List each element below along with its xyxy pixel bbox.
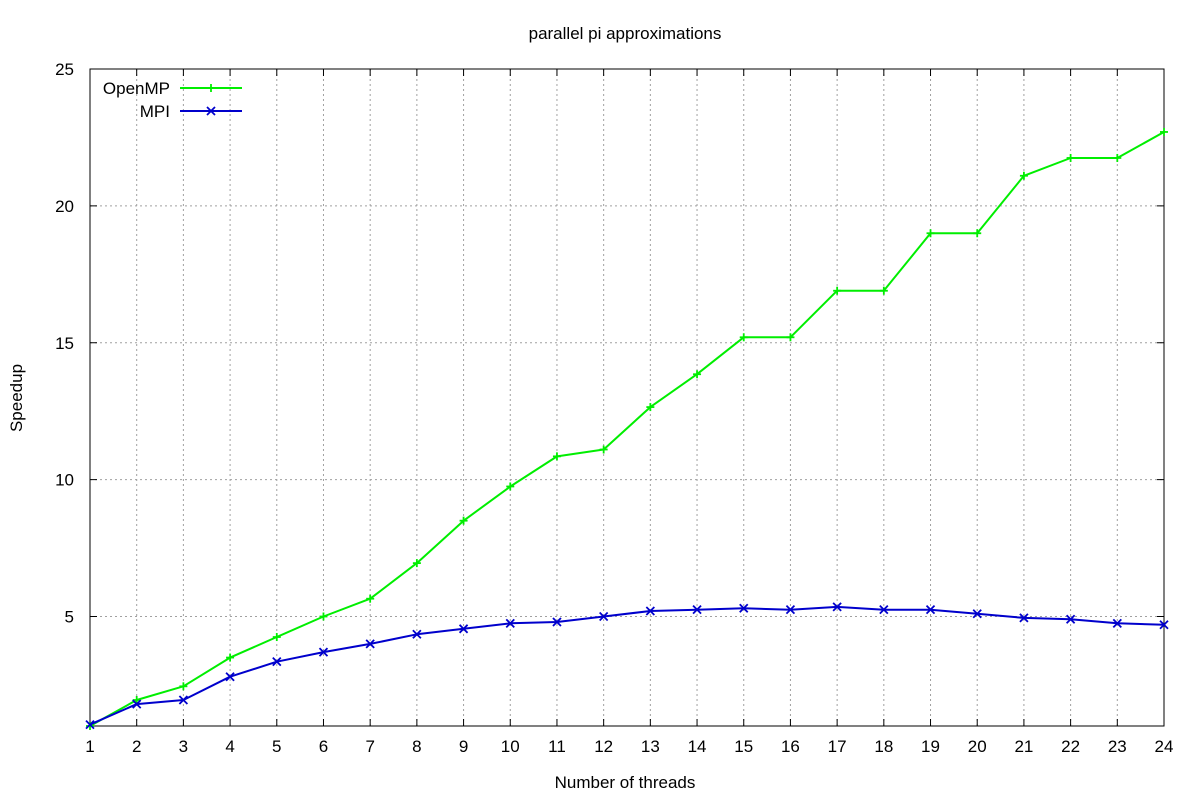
data-point-openmp xyxy=(366,594,375,603)
x-tick-label: 6 xyxy=(319,737,328,756)
data-point-mpi xyxy=(599,611,609,622)
x-tick-label: 10 xyxy=(501,737,520,756)
data-point-mpi xyxy=(318,647,329,657)
legend-item-mpi: MPI xyxy=(140,102,242,121)
y-tick-label: 10 xyxy=(55,471,74,490)
axis-ticks: 1 2 3 4 5 6 7 8 9 10 11 12 13 14 15 16 17 18 19 20 21 22 23 245… xyxy=(55,60,1173,756)
data-point-openmp xyxy=(646,403,655,412)
data-point-openmp xyxy=(879,286,888,295)
x-tick-label: 14 xyxy=(688,737,707,756)
grid xyxy=(90,69,1164,726)
series-line-openmp xyxy=(89,131,1165,727)
series-openmp xyxy=(86,127,1168,730)
data-point-mpi xyxy=(645,606,655,616)
data-point-mpi xyxy=(1065,614,1076,624)
data-point-openmp xyxy=(1019,171,1028,180)
data-point-mpi xyxy=(505,618,515,628)
data-point-openmp xyxy=(739,333,748,342)
x-tick-label: 17 xyxy=(828,737,847,756)
legend-marker-openmp xyxy=(207,84,215,92)
series-group xyxy=(85,127,1169,730)
data-point-mpi xyxy=(1019,613,1029,623)
x-tick-label: 1 xyxy=(85,737,94,756)
x-tick-label: 13 xyxy=(641,737,660,756)
data-point-mpi xyxy=(739,603,749,613)
x-tick-label: 4 xyxy=(225,737,234,756)
y-axis-title: Speedup xyxy=(7,364,26,432)
data-point-openmp xyxy=(86,722,94,730)
data-point-mpi xyxy=(1159,620,1169,630)
x-tick-label: 3 xyxy=(179,737,188,756)
legend-label-openmp: OpenMP xyxy=(103,79,170,98)
data-point-openmp xyxy=(599,445,608,454)
series-line-mpi xyxy=(89,605,1165,726)
x-tick-label: 9 xyxy=(459,737,468,756)
data-point-mpi xyxy=(178,695,189,705)
legend-marker-mpi xyxy=(206,106,216,116)
x-tick-label: 19 xyxy=(921,737,940,756)
data-point-openmp xyxy=(786,333,795,342)
data-point-mpi xyxy=(365,639,375,649)
data-point-mpi xyxy=(785,605,796,615)
x-tick-label: 20 xyxy=(968,737,987,756)
data-point-openmp xyxy=(319,612,328,621)
y-tick-label: 15 xyxy=(55,334,74,353)
x-tick-label: 16 xyxy=(781,737,800,756)
legend-item-openmp: OpenMP xyxy=(103,79,242,98)
x-tick-label: 18 xyxy=(874,737,893,756)
x-tick-label: 22 xyxy=(1061,737,1080,756)
data-point-openmp xyxy=(459,516,468,525)
y-tick-label: 20 xyxy=(55,197,74,216)
data-point-mpi xyxy=(272,657,282,667)
data-point-openmp xyxy=(132,695,141,704)
x-tick-label: 12 xyxy=(594,737,613,756)
legend: OpenMP MPI xyxy=(103,79,242,121)
data-point-mpi xyxy=(132,699,142,709)
data-point-openmp xyxy=(833,286,842,295)
data-point-mpi xyxy=(972,609,982,619)
x-tick-label: 2 xyxy=(132,737,141,756)
x-tick-label: 21 xyxy=(1014,737,1033,756)
series-mpi xyxy=(85,602,1169,730)
x-tick-label: 11 xyxy=(548,737,566,756)
x-tick-label: 23 xyxy=(1108,737,1127,756)
y-tick-label: 25 xyxy=(55,60,74,79)
data-point-mpi xyxy=(552,617,562,627)
x-tick-label: 24 xyxy=(1155,737,1174,756)
data-point-openmp xyxy=(693,370,702,379)
data-point-openmp xyxy=(1160,127,1168,136)
data-point-mpi xyxy=(879,605,889,615)
data-point-openmp xyxy=(1066,153,1075,162)
data-point-openmp xyxy=(1113,153,1122,162)
x-tick-label: 5 xyxy=(272,737,281,756)
data-point-openmp xyxy=(412,559,421,568)
data-point-mpi xyxy=(925,605,936,615)
data-point-mpi xyxy=(412,629,422,639)
data-point-mpi xyxy=(692,605,702,615)
x-tick-label: 7 xyxy=(365,737,374,756)
data-point-openmp xyxy=(506,482,515,491)
x-tick-label: 8 xyxy=(412,737,421,756)
data-point-mpi xyxy=(225,672,235,682)
data-point-openmp xyxy=(226,653,235,662)
data-point-mpi xyxy=(458,624,469,634)
data-point-openmp xyxy=(926,229,935,238)
data-point-openmp xyxy=(179,682,188,691)
x-axis-title: Number of threads xyxy=(555,773,696,792)
x-tick-label: 15 xyxy=(734,737,753,756)
chart-title: parallel pi approximations xyxy=(529,24,722,43)
data-point-mpi xyxy=(832,602,842,612)
plot-frame xyxy=(89,68,1165,727)
data-point-mpi xyxy=(1112,618,1122,628)
data-point-openmp xyxy=(973,229,982,238)
data-point-openmp xyxy=(552,452,561,461)
legend-label-mpi: MPI xyxy=(140,102,170,121)
data-point-openmp xyxy=(272,633,281,642)
y-tick-label: 5 xyxy=(65,608,74,627)
data-point-mpi xyxy=(85,719,95,730)
